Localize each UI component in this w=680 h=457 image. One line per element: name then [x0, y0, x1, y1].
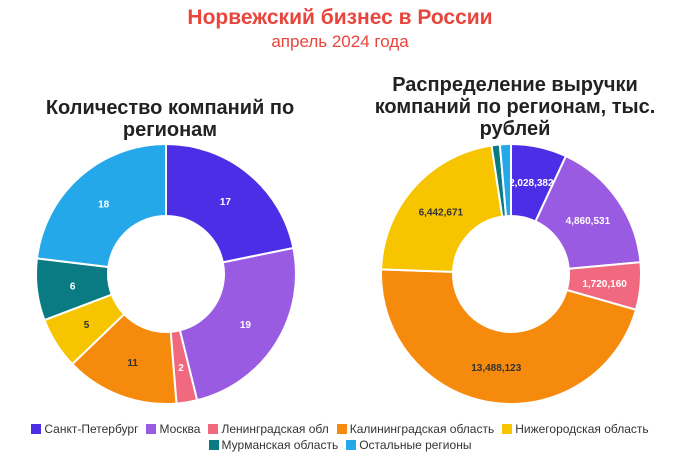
slice-label: 2 — [178, 363, 184, 374]
legend-row-1: Санкт-Петербург Москва Ленинградская обл Ка… — [0, 422, 680, 436]
slice-label: 13,488,123 — [471, 363, 521, 374]
legend-swatch — [146, 424, 157, 434]
donut-slice — [178, 246, 297, 402]
legend-item-3: Ленинградская обл — [208, 422, 329, 436]
donut-slice — [165, 142, 295, 264]
slice-label: 4,860,531 — [566, 216, 611, 227]
slice-label: 19 — [240, 320, 252, 331]
companies-count-donut: 17 19 2 11 5 6 18 — [35, 142, 297, 405]
slice-label: 1,720,160 — [582, 279, 627, 290]
legend-item-4: Калининградская область — [336, 422, 495, 436]
legend-label: Санкт-Петербург — [44, 422, 139, 436]
donut-slice — [498, 142, 512, 218]
legend-item-6: Мурманская область — [208, 438, 339, 452]
legend-row-2: Мурманская область Остальные регионы — [0, 438, 680, 452]
revenue-donut: 2,028,382 4,860,531 1,720,160 13,488,123 6,4… — [380, 142, 642, 405]
legend-item-2: Москва — [146, 422, 200, 436]
legend-swatch — [336, 424, 347, 434]
donut-slice — [380, 144, 504, 273]
slice-label: 6 — [70, 281, 76, 292]
legend-label: Ленинградская обл — [221, 422, 329, 436]
legend-item-7: Остальные регионы — [346, 438, 471, 452]
legend-label: Нижегородская область — [515, 422, 649, 436]
slice-label: 11 — [127, 358, 138, 369]
right-chart-title: Распределение выручки компаний по регион… — [374, 74, 656, 140]
slice-label: 5 — [84, 320, 90, 331]
page-title: Норвежский бизнес в России — [187, 6, 493, 29]
donut-slice — [534, 154, 642, 270]
slice-label: 6,442,671 — [419, 207, 464, 218]
legend-swatch — [346, 440, 357, 450]
legend-label: Остальные регионы — [359, 438, 472, 452]
left-chart-title: Количество компаний по регионам — [45, 97, 295, 141]
legend-item-1: Санкт-Петербург — [31, 422, 138, 436]
slice-label: 2,028,382 — [509, 178, 554, 189]
legend-swatch — [31, 424, 42, 434]
donut-slice — [380, 268, 638, 405]
page-subtitle: апрель 2024 года — [271, 32, 409, 51]
slice-label: 18 — [98, 200, 110, 211]
legend-swatch — [208, 424, 219, 434]
legend-label: Мурманская область — [221, 438, 339, 452]
legend-item-5: Нижегородская область — [502, 422, 649, 436]
legend-label: Калининградская область — [349, 422, 495, 436]
donut-slice — [35, 142, 167, 269]
legend-label: Москва — [159, 422, 201, 436]
legend-swatch — [208, 440, 219, 450]
slice-label: 17 — [220, 197, 232, 208]
legend-swatch — [502, 424, 513, 434]
